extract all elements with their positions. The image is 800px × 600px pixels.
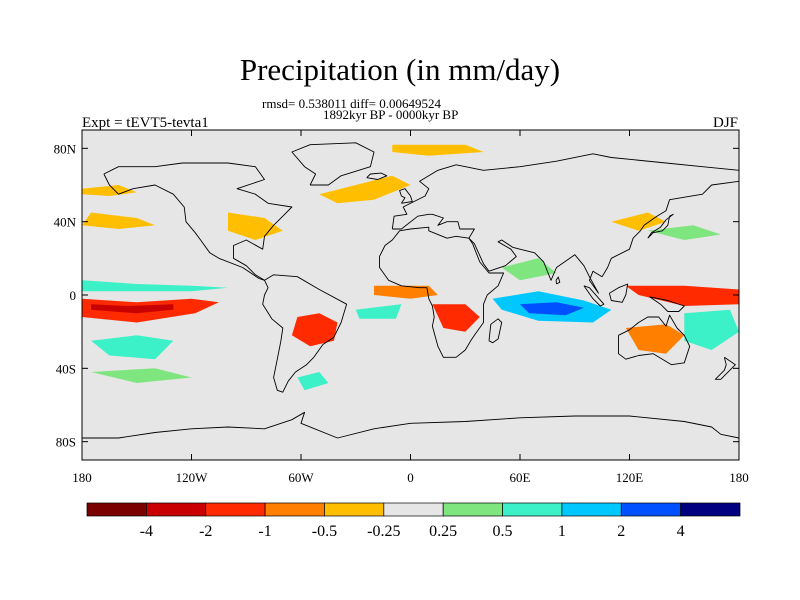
colorbar-box <box>442 502 503 517</box>
anomaly-patagonia-green <box>297 372 329 391</box>
colorbar-box <box>86 502 147 517</box>
y-axis-ticks: 80N 40N 0 40S 80S <box>54 141 739 450</box>
coastline-south-america <box>262 274 348 393</box>
experiment-label: Expt = tEVT5-tevta1 <box>82 115 209 131</box>
y-tick-label: 40N <box>54 215 77 230</box>
colorbar-box <box>324 502 385 517</box>
colorbar-box <box>502 502 563 517</box>
x-axis-ticks: 180 120W 60W 0 60E 120E 180 <box>72 130 749 485</box>
y-tick-label: 80S <box>56 435 76 450</box>
coastline-sumatra <box>583 285 605 307</box>
anomaly-south-america-dry <box>291 313 338 347</box>
anomaly-north-atlantic-orange <box>319 175 411 204</box>
colorbar-box <box>146 502 207 517</box>
x-tick-label: 60W <box>288 470 314 485</box>
coastline-antarctica <box>82 411 739 439</box>
season-label: DJF <box>712 115 738 131</box>
colorbar-box <box>620 502 681 517</box>
coastline-australia <box>618 314 691 366</box>
anomaly-east-asia-orange <box>611 212 666 231</box>
x-tick-label: 120W <box>176 470 209 485</box>
coastline-new-guinea <box>649 296 685 312</box>
colorbar-box <box>383 502 444 517</box>
colorbar-label: -4 <box>140 523 153 540</box>
stats-line: rmsd= 0.538011 diff= 0.00649524 <box>262 96 441 111</box>
anomaly-siberia-green <box>647 225 721 240</box>
anomaly-arctic-orange <box>392 144 484 156</box>
x-tick-label: 180 <box>72 470 92 485</box>
x-tick-label: 180 <box>729 470 749 485</box>
colorbar-label: -1 <box>258 523 271 540</box>
plot-title: Precipitation (in mm/day) <box>239 52 561 87</box>
anomaly-indian-ocean-core <box>520 302 584 316</box>
coastline-new-zealand <box>714 356 736 380</box>
anomaly-north-america-orange <box>228 212 283 240</box>
coastline-iceland <box>366 172 388 180</box>
anomaly-australia-dry <box>625 324 685 354</box>
coastline-eurasia <box>391 153 739 294</box>
period-line: 1892kyr BP - 0000kyr BP <box>323 107 459 122</box>
x-tick-label: 0 <box>407 470 414 485</box>
colorbar-label: -0.5 <box>312 523 337 540</box>
anomaly-indian-west-green <box>501 258 557 281</box>
coastline-madagascar <box>488 318 503 344</box>
coastline-sri-lanka <box>555 276 561 285</box>
colorbar-label: 2 <box>617 523 625 540</box>
colorbar-box <box>680 502 741 517</box>
y-tick-label: 0 <box>70 288 77 303</box>
colorbar-label: 4 <box>677 523 685 540</box>
coastline-borneo <box>608 283 629 303</box>
anomaly-south-pacific-wet <box>91 335 174 360</box>
coastline-north-america <box>103 162 293 281</box>
y-tick-label: 40S <box>56 361 76 376</box>
y-tick-label: 80N <box>54 141 77 156</box>
coastline-africa <box>379 226 505 358</box>
coastline-uk <box>399 188 413 204</box>
colorbar-box <box>264 502 325 517</box>
colorbar-label: 0.25 <box>429 523 457 540</box>
anomaly-australia-wet <box>684 309 739 350</box>
coastline-greenland <box>291 142 375 186</box>
anomaly-pacific-dry-core <box>91 304 174 314</box>
coastline-japan <box>647 213 674 239</box>
anomaly-africa-dry <box>432 304 480 332</box>
anomaly-south-atlantic-wet <box>355 304 402 319</box>
coastlines <box>82 142 739 439</box>
colorbar: -4 -2 -1 -0.5 -0.25 0.25 0.5 1 2 4 <box>86 502 741 540</box>
colorbar-label: 0.5 <box>493 523 513 540</box>
colorbar-box <box>561 502 622 517</box>
anomaly-maritime-dry <box>625 285 739 306</box>
anomaly-pacific-wet-band <box>82 280 228 292</box>
anomaly-southern-ocean-green <box>91 368 192 383</box>
anomaly-atlantic-dry <box>374 285 438 299</box>
colorbar-box <box>205 502 266 517</box>
colorbar-label: 1 <box>558 523 566 540</box>
colorbar-label: -0.25 <box>367 523 400 540</box>
colorbar-label: -2 <box>199 523 212 540</box>
x-tick-label: 120E <box>616 470 644 485</box>
anomaly-north-pacific-wet <box>82 212 155 229</box>
anomaly-fields <box>82 144 739 391</box>
x-tick-label: 60E <box>510 470 531 485</box>
anomaly-north-pacific-orange <box>82 185 137 196</box>
